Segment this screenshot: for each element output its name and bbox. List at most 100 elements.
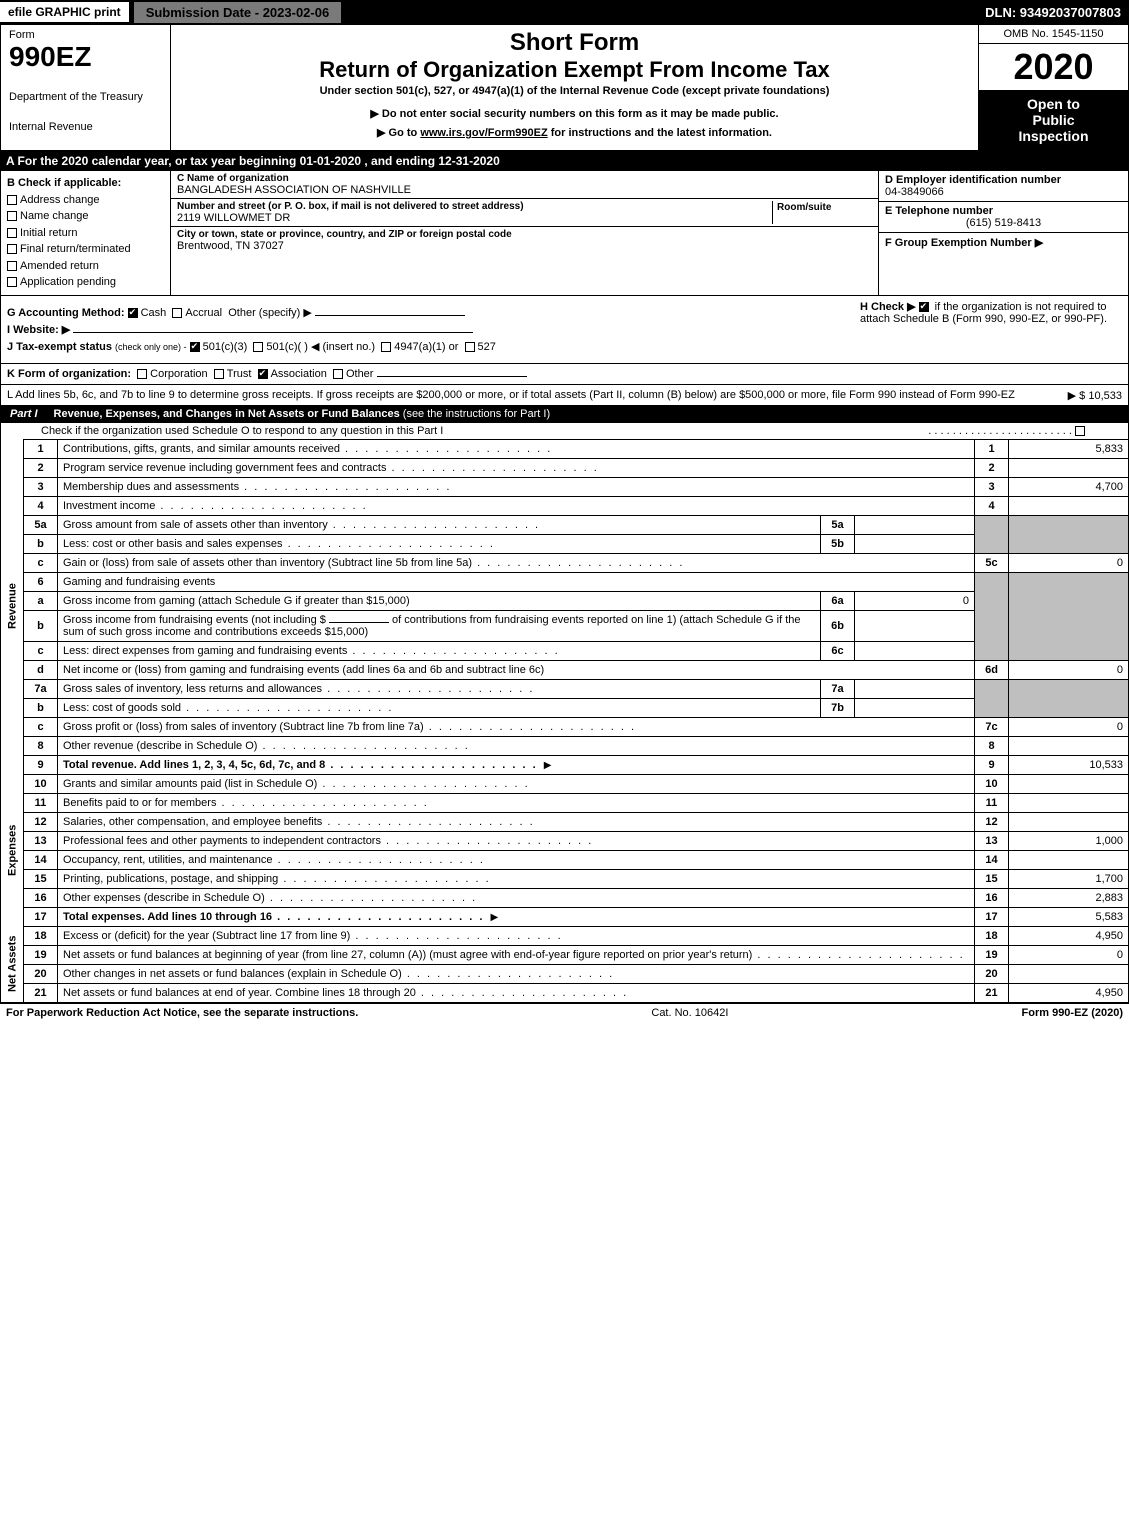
- line12-num: 12: [24, 812, 58, 831]
- checkbox-amended-return[interactable]: Amended return: [7, 258, 164, 275]
- line1-num: 1: [24, 439, 58, 458]
- line2-num: 2: [24, 458, 58, 477]
- room-label: Room/suite: [777, 202, 831, 213]
- dept-treasury: Department of the Treasury: [9, 91, 162, 103]
- line7a-mn: 7a: [821, 679, 855, 698]
- section-g-block: H Check ▶ if the organization is not req…: [0, 296, 1129, 364]
- line5a-mn: 5a: [821, 515, 855, 534]
- under-section: Under section 501(c), 527, or 4947(a)(1)…: [179, 85, 970, 97]
- line7ab-right-shaded: [975, 679, 1009, 717]
- section-b-checkboxes: B Check if applicable: Address change Na…: [1, 171, 171, 295]
- line2-rv: [1009, 458, 1129, 477]
- line2-desc: Program service revenue including govern…: [58, 458, 975, 477]
- k-assoc: Association: [271, 368, 327, 380]
- checkbox-final-return[interactable]: Final return/terminated: [7, 241, 164, 258]
- line9-num: 9: [24, 755, 58, 774]
- dln-number: DLN: 93492037007803: [985, 5, 1129, 20]
- d-label: D Employer identification number: [885, 174, 1122, 186]
- l-text: L Add lines 5b, 6c, and 7b to line 9 to …: [7, 389, 1015, 401]
- line14-num: 14: [24, 850, 58, 869]
- line8-rv: [1009, 736, 1129, 755]
- line2-rn: 2: [975, 458, 1009, 477]
- inspection-line1: Open to: [983, 96, 1124, 112]
- addr-label: Number and street (or P. O. box, if mail…: [177, 201, 772, 212]
- i-label: I Website: ▶: [7, 324, 70, 336]
- line6b-mv: [855, 610, 975, 641]
- goto-pre: ▶ Go to: [377, 127, 420, 139]
- j-4947-checkbox[interactable]: [381, 342, 391, 352]
- line15-desc: Printing, publications, postage, and shi…: [58, 869, 975, 888]
- line6-right-shaded: [975, 572, 1009, 660]
- line9-desc: Total revenue. Add lines 1, 2, 3, 4, 5c,…: [58, 755, 975, 774]
- j-501c-checkbox[interactable]: [253, 342, 263, 352]
- ssn-warning: ▶ Do not enter social security numbers o…: [179, 107, 970, 120]
- line6b-mn: 6b: [821, 610, 855, 641]
- g-cash: Cash: [141, 307, 167, 319]
- goto-post: for instructions and the latest informat…: [548, 127, 772, 139]
- checkbox-address-change[interactable]: Address change: [7, 192, 164, 209]
- submission-date: Submission Date - 2023-02-06: [133, 1, 343, 24]
- line5c-desc: Gain or (loss) from sale of assets other…: [58, 553, 975, 572]
- checkbox-initial-return[interactable]: Initial return: [7, 225, 164, 242]
- i-website-input[interactable]: [73, 332, 473, 333]
- line6b-desc: Gross income from fundraising events (no…: [58, 610, 821, 641]
- line12-rv: [1009, 812, 1129, 831]
- line13-desc: Professional fees and other payments to …: [58, 831, 975, 850]
- line21-num: 21: [24, 983, 58, 1002]
- k-trust-checkbox[interactable]: [214, 369, 224, 379]
- section-l: L Add lines 5b, 6c, and 7b to line 9 to …: [0, 385, 1129, 405]
- section-b-right: D Employer identification number 04-3849…: [878, 171, 1128, 295]
- line9-rn: 9: [975, 755, 1009, 774]
- c-org-name: BANGLADESH ASSOCIATION OF NASHVILLE: [177, 184, 872, 196]
- j-501c3-checkbox[interactable]: [190, 342, 200, 352]
- g-accrual-checkbox[interactable]: [172, 308, 182, 318]
- line19-rv: 0: [1009, 945, 1129, 964]
- part1-scheduleo-checkbox[interactable]: [1075, 426, 1085, 436]
- checkbox-name-change[interactable]: Name change: [7, 208, 164, 225]
- checkbox-application-pending[interactable]: Application pending: [7, 274, 164, 291]
- section-b-block: B Check if applicable: Address change Na…: [0, 171, 1129, 296]
- line3-rv: 4,700: [1009, 477, 1129, 496]
- line4-rv: [1009, 496, 1129, 515]
- j-527-checkbox[interactable]: [465, 342, 475, 352]
- line7b-mn: 7b: [821, 698, 855, 717]
- line7c-num: c: [24, 717, 58, 736]
- efile-button[interactable]: efile GRAPHIC print: [0, 2, 129, 22]
- line6c-desc: Less: direct expenses from gaming and fu…: [58, 641, 821, 660]
- line11-desc: Benefits paid to or for members: [58, 793, 975, 812]
- return-title: Return of Organization Exempt From Incom…: [179, 57, 970, 83]
- form-header: Form 990EZ Department of the Treasury In…: [0, 24, 1129, 151]
- line5c-rn: 5c: [975, 553, 1009, 572]
- part1-label: Part I: [0, 405, 48, 423]
- part1-check-line: Check if the organization used Schedule …: [0, 423, 1129, 439]
- line20-desc: Other changes in net assets or fund bala…: [58, 964, 975, 983]
- k-other-input[interactable]: [377, 376, 527, 377]
- line14-rv: [1009, 850, 1129, 869]
- j-501c: 501(c)( ) ◀ (insert no.): [266, 341, 375, 353]
- line6-right-shaded-val: [1009, 572, 1129, 660]
- line6b-input[interactable]: [329, 622, 389, 623]
- g-other-input[interactable]: [315, 315, 465, 316]
- line21-rn: 21: [975, 983, 1009, 1002]
- line16-desc: Other expenses (describe in Schedule O): [58, 888, 975, 907]
- k-other: Other: [346, 368, 374, 380]
- part1-header: Part I Revenue, Expenses, and Changes in…: [0, 405, 1129, 423]
- line14-desc: Occupancy, rent, utilities, and maintena…: [58, 850, 975, 869]
- irs-link[interactable]: www.irs.gov/Form990EZ: [420, 127, 547, 139]
- goto-link-line: ▶ Go to www.irs.gov/Form990EZ for instru…: [179, 126, 970, 139]
- k-other-checkbox[interactable]: [333, 369, 343, 379]
- line5b-num: b: [24, 534, 58, 553]
- line6c-mn: 6c: [821, 641, 855, 660]
- line8-desc: Other revenue (describe in Schedule O): [58, 736, 975, 755]
- h-checkbox[interactable]: [919, 302, 929, 312]
- line16-num: 16: [24, 888, 58, 907]
- expenses-side-label: Expenses: [1, 774, 24, 926]
- e-phone: (615) 519-8413: [885, 217, 1122, 229]
- k-assoc-checkbox[interactable]: [258, 369, 268, 379]
- line1-desc: Contributions, gifts, grants, and simila…: [58, 439, 975, 458]
- line6-num: 6: [24, 572, 58, 591]
- k-corp-checkbox[interactable]: [137, 369, 147, 379]
- e-label: E Telephone number: [885, 205, 1122, 217]
- g-cash-checkbox[interactable]: [128, 308, 138, 318]
- line7ab-right-shaded-val: [1009, 679, 1129, 717]
